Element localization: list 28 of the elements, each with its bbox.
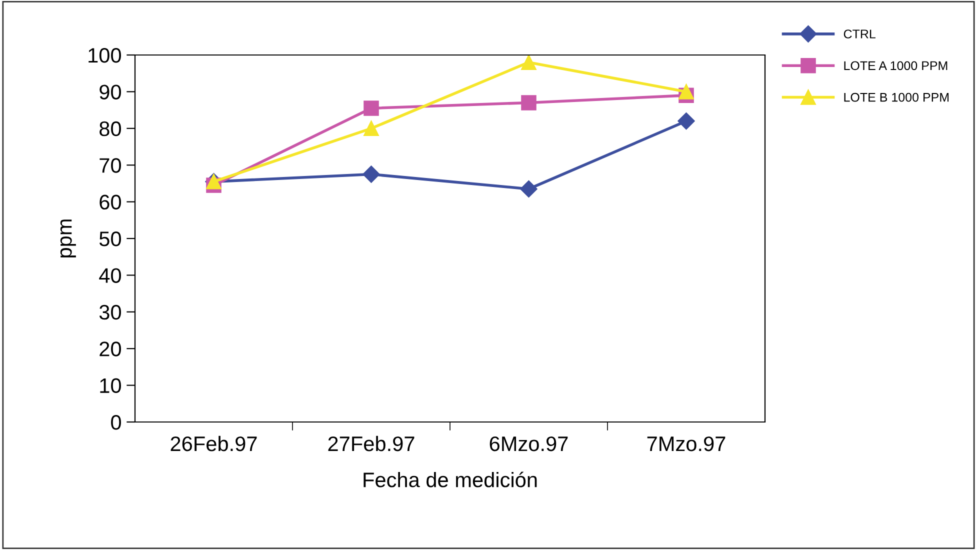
legend-label: LOTE A 1000 PPM: [844, 61, 948, 70]
x-tick-label: 7Mzo.97: [647, 436, 726, 452]
y-tick-label: 70: [100, 158, 121, 173]
point: [520, 180, 538, 198]
y-tick-label: 0: [111, 415, 121, 430]
y-tick-label: 40: [99, 268, 121, 283]
y-tick-label: 10: [100, 378, 121, 394]
y-tick-label: 20: [100, 342, 121, 356]
legend-label: LOTE B 1000 PPM: [844, 92, 949, 102]
point: [521, 55, 536, 70]
y-tick-label: 30: [99, 304, 121, 320]
x-tick-label: 6Mzo.97: [490, 436, 568, 452]
point: [364, 120, 379, 136]
point: [364, 100, 379, 116]
y-axis-title: ppm: [60, 220, 76, 258]
legend-label: CTRL: [844, 30, 876, 38]
y-tick-label: 90: [100, 84, 121, 100]
y-tick-label: 100: [88, 48, 121, 63]
y-tick-label: 80: [100, 121, 121, 136]
point: [521, 95, 536, 110]
point: [362, 166, 380, 183]
point: [678, 84, 694, 100]
y-tick-label: 60: [100, 194, 121, 210]
y-tick-label: 50: [99, 232, 121, 246]
point: [678, 112, 695, 130]
x-tick-label: 27Feb.97: [328, 436, 414, 452]
x-tick-label: 26Feb.97: [170, 436, 257, 452]
x-axis-title: Fecha de medición: [364, 472, 537, 488]
